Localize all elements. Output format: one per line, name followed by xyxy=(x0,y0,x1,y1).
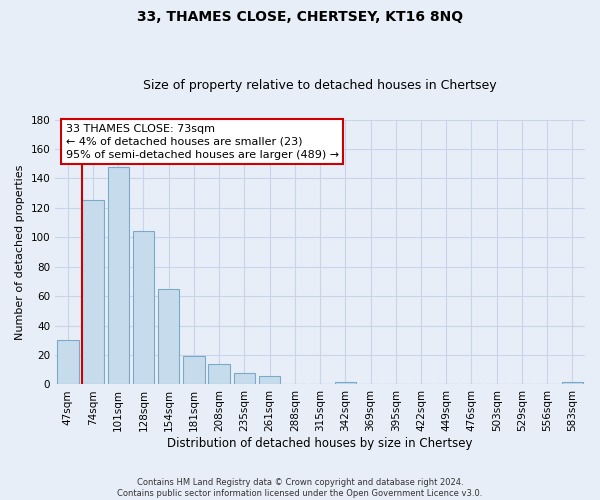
Text: Contains HM Land Registry data © Crown copyright and database right 2024.
Contai: Contains HM Land Registry data © Crown c… xyxy=(118,478,482,498)
Bar xyxy=(208,364,230,384)
Bar xyxy=(158,289,179,384)
Y-axis label: Number of detached properties: Number of detached properties xyxy=(15,164,25,340)
Bar xyxy=(133,232,154,384)
Text: 33 THAMES CLOSE: 73sqm
← 4% of detached houses are smaller (23)
95% of semi-deta: 33 THAMES CLOSE: 73sqm ← 4% of detached … xyxy=(66,124,339,160)
X-axis label: Distribution of detached houses by size in Chertsey: Distribution of detached houses by size … xyxy=(167,437,473,450)
Bar xyxy=(259,376,280,384)
Bar xyxy=(562,382,583,384)
Bar xyxy=(183,356,205,384)
Title: Size of property relative to detached houses in Chertsey: Size of property relative to detached ho… xyxy=(143,79,497,92)
Bar xyxy=(233,372,255,384)
Bar xyxy=(57,340,79,384)
Bar xyxy=(335,382,356,384)
Bar xyxy=(82,200,104,384)
Text: 33, THAMES CLOSE, CHERTSEY, KT16 8NQ: 33, THAMES CLOSE, CHERTSEY, KT16 8NQ xyxy=(137,10,463,24)
Bar xyxy=(107,166,129,384)
